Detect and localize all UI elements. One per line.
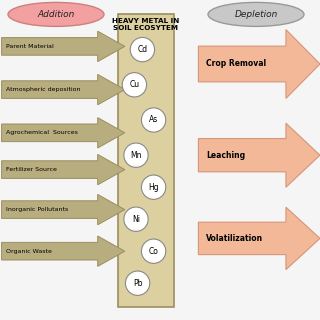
Circle shape xyxy=(141,108,166,132)
Circle shape xyxy=(122,73,147,97)
Text: Cu: Cu xyxy=(129,80,140,89)
FancyBboxPatch shape xyxy=(118,14,173,307)
Text: Cd: Cd xyxy=(137,45,148,54)
Polygon shape xyxy=(198,207,320,269)
Circle shape xyxy=(125,271,150,295)
Text: HEAVY METAL IN
SOIL ECOSYTEM: HEAVY METAL IN SOIL ECOSYTEM xyxy=(112,18,179,31)
Circle shape xyxy=(141,175,166,199)
Text: Addition: Addition xyxy=(37,10,75,19)
Text: Volatilization: Volatilization xyxy=(206,234,264,243)
Text: Ni: Ni xyxy=(132,215,140,224)
Polygon shape xyxy=(2,236,125,266)
Polygon shape xyxy=(2,155,125,185)
Text: Fertilizer Source: Fertilizer Source xyxy=(6,167,57,172)
Polygon shape xyxy=(2,118,125,148)
Polygon shape xyxy=(2,194,125,225)
Text: Crop Removal: Crop Removal xyxy=(206,60,267,68)
Circle shape xyxy=(124,207,148,231)
Circle shape xyxy=(124,143,148,167)
Text: Inorganic Pollutants: Inorganic Pollutants xyxy=(6,207,69,212)
Text: Agrochemical  Sources: Agrochemical Sources xyxy=(6,130,78,135)
Polygon shape xyxy=(2,31,125,61)
Ellipse shape xyxy=(208,3,304,27)
Text: Parent Material: Parent Material xyxy=(6,44,54,49)
Polygon shape xyxy=(2,74,125,105)
Polygon shape xyxy=(198,123,320,187)
Circle shape xyxy=(130,37,155,62)
Text: Leaching: Leaching xyxy=(206,151,245,160)
Text: Pb: Pb xyxy=(133,279,142,288)
Text: Depletion: Depletion xyxy=(234,10,278,19)
Polygon shape xyxy=(198,29,320,99)
Circle shape xyxy=(141,239,166,263)
Text: Atmospheric deposition: Atmospheric deposition xyxy=(6,87,81,92)
Text: Mn: Mn xyxy=(130,151,142,160)
Text: Co: Co xyxy=(149,247,158,256)
Text: Organic Waste: Organic Waste xyxy=(6,249,52,254)
Ellipse shape xyxy=(8,3,104,27)
Text: Hg: Hg xyxy=(148,183,159,192)
Text: As: As xyxy=(149,116,158,124)
